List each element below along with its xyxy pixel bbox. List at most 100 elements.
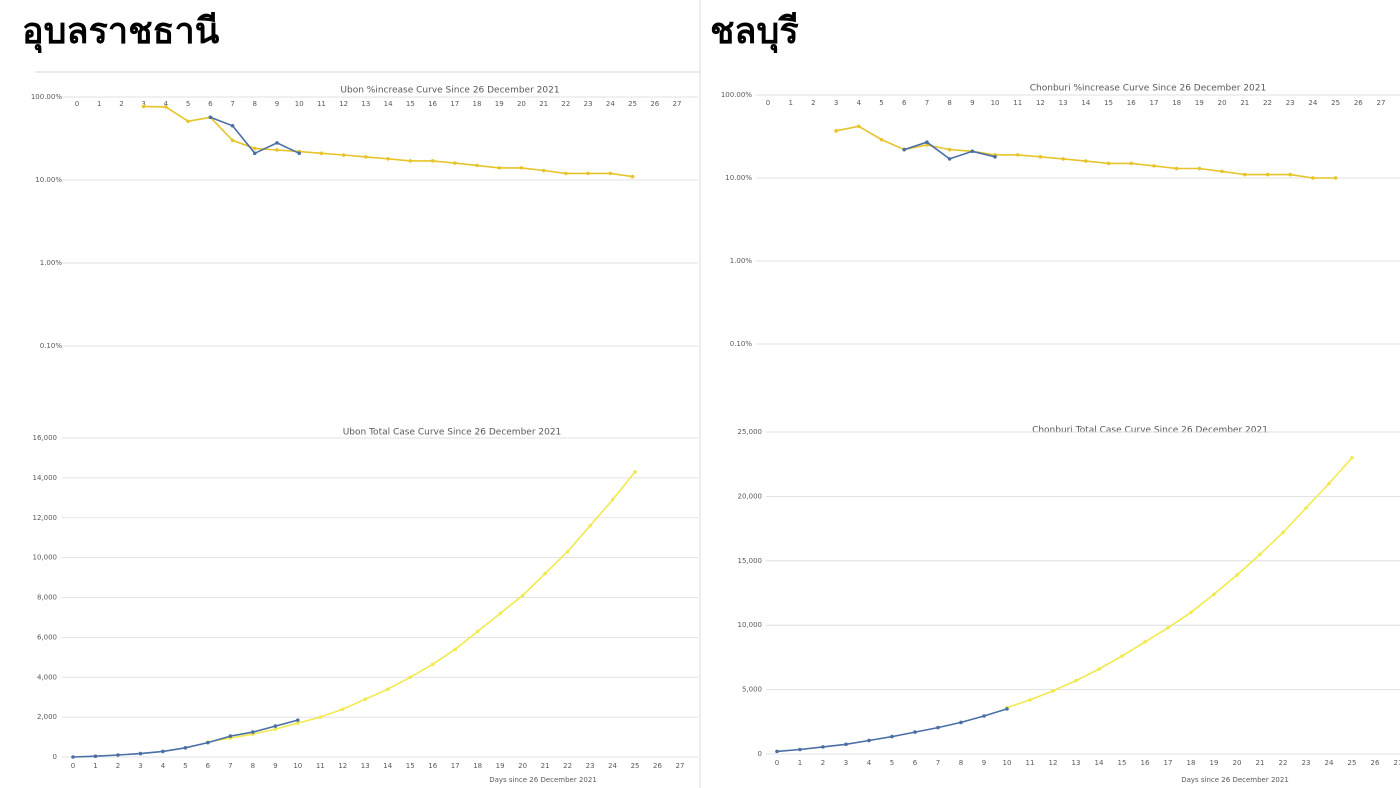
x-tick-label: 23 — [1302, 759, 1311, 767]
point — [341, 153, 346, 157]
point — [452, 161, 457, 165]
x-tick-label: 2 — [116, 762, 120, 770]
point — [296, 718, 300, 722]
point — [925, 140, 929, 144]
point — [879, 137, 884, 142]
y-tick-label: 0.10% — [40, 342, 63, 350]
x-tick-label: 13 — [361, 762, 370, 770]
point — [947, 157, 952, 161]
x-tick-label: 24 — [1308, 99, 1317, 107]
x-tick-label: 20 — [518, 762, 527, 770]
x-tick-label: 12 — [338, 762, 347, 770]
point — [475, 629, 480, 634]
x-tick-label: 16 — [1141, 759, 1150, 767]
point — [1220, 169, 1224, 174]
x-tick-label: 26 — [1354, 99, 1363, 107]
point — [408, 159, 413, 163]
x-tick-label: 16 — [1127, 99, 1136, 107]
point — [93, 754, 98, 759]
x-tick-label: 8 — [947, 99, 951, 107]
x-tick-label: 15 — [406, 100, 415, 108]
series-line — [207, 471, 636, 743]
point — [430, 159, 435, 163]
x-tick-label: 25 — [1348, 759, 1357, 767]
point — [297, 151, 302, 156]
x-tick-label: 5 — [183, 762, 187, 770]
x-tick-label: 1 — [788, 99, 792, 107]
x-tick-label: 25 — [631, 762, 640, 770]
x-tick-label: 21 — [541, 762, 550, 770]
y-tick-label: 4,000 — [37, 673, 57, 681]
point — [1288, 172, 1292, 177]
point — [1051, 689, 1055, 693]
x-tick-label: 25 — [628, 100, 637, 108]
y-tick-label: 10.00% — [35, 176, 62, 184]
x-tick-label: 0 — [775, 759, 779, 767]
x-tick-label: 1 — [97, 100, 101, 108]
x-tick-label: 6 — [913, 759, 918, 767]
x-tick-label: 9 — [275, 100, 279, 108]
point — [183, 746, 188, 750]
point — [1129, 161, 1134, 166]
point — [1038, 155, 1043, 159]
x-tick-label: 24 — [608, 762, 617, 770]
x-tick-label: 10 — [991, 99, 1000, 107]
point — [519, 166, 524, 170]
x-tick-label: 19 — [1195, 99, 1204, 107]
point — [1258, 552, 1262, 557]
point — [252, 151, 257, 156]
point — [1327, 481, 1331, 486]
point — [164, 105, 168, 109]
x-tick-label: 23 — [584, 100, 593, 108]
x-tick-label: 2 — [821, 759, 825, 767]
y-tick-label: 100.00% — [721, 91, 752, 99]
y-tick-label: 10,000 — [33, 554, 58, 562]
chart-title: Ubon %increase Curve Since 26 December 2… — [340, 86, 559, 96]
x-tick-label: 9 — [273, 762, 277, 770]
point — [430, 662, 435, 667]
point — [386, 157, 390, 161]
point — [1189, 610, 1193, 615]
x-tick-label: 16 — [428, 100, 437, 108]
x-tick-label: 3 — [834, 99, 838, 107]
x-tick-label: 27 — [676, 762, 685, 770]
point — [630, 174, 635, 179]
point — [71, 755, 75, 759]
point — [633, 470, 637, 474]
y-tick-label: 1.00% — [730, 257, 753, 265]
x-tick-label: 17 — [450, 100, 459, 108]
point — [1120, 654, 1124, 658]
x-tick-label: 24 — [606, 100, 615, 108]
x-tick-label: 22 — [1263, 99, 1272, 107]
x-tick-label: 18 — [1172, 99, 1181, 107]
x-tick-label: 26 — [650, 100, 659, 108]
y-tick-label: 16,000 — [33, 434, 58, 442]
x-tick-label: 6 — [206, 762, 211, 770]
y-tick-label: 2,000 — [37, 713, 57, 721]
x-tick-label: 16 — [428, 762, 437, 770]
x-tick-label: 3 — [141, 100, 145, 108]
point — [252, 146, 257, 151]
y-tick-label: 10.00% — [725, 174, 752, 182]
point — [857, 124, 861, 129]
point — [1333, 176, 1338, 180]
chart-title: Ubon Total Case Curve Since 26 December … — [343, 428, 562, 438]
x-tick-label: 21 — [1240, 99, 1249, 107]
x-tick-label: 26 — [653, 762, 662, 770]
point — [1074, 678, 1078, 683]
y-tick-label: 100.00% — [31, 93, 62, 101]
x-tick-label: 20 — [1233, 759, 1242, 767]
point — [775, 749, 779, 754]
y-tick-label: 5,000 — [742, 686, 762, 694]
x-tick-label: 25 — [1331, 99, 1340, 107]
x-tick-label: 0 — [766, 99, 770, 107]
x-tick-label: 13 — [1059, 99, 1068, 107]
x-tick-label: 20 — [1218, 99, 1227, 107]
x-tick-label: 14 — [1081, 99, 1090, 107]
x-tick-label: 10 — [1003, 759, 1012, 767]
point — [1197, 166, 1202, 171]
x-tick-label: 27 — [1377, 99, 1386, 107]
y-tick-label: 10,000 — [738, 621, 763, 629]
x-tick-label: 18 — [473, 100, 482, 108]
point — [564, 171, 568, 176]
